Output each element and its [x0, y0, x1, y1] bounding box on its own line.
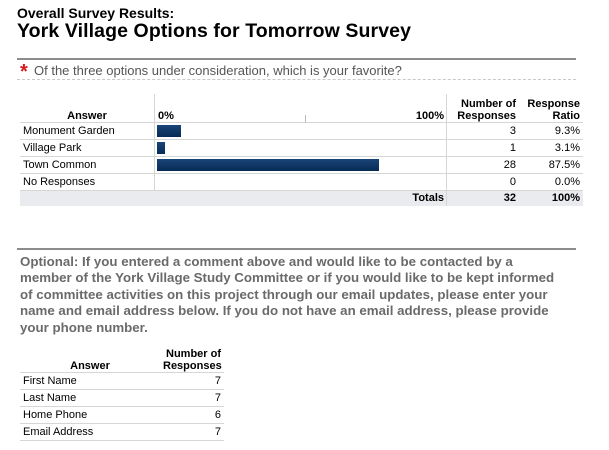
answer-label: Home Phone [20, 405, 160, 423]
response-count: 3 [446, 121, 519, 139]
answer-label: Town Common [20, 155, 155, 173]
response-count: 1 [446, 138, 519, 156]
bar-axis-header: 0% 100% [154, 94, 447, 123]
response-ratio: 3.1% [519, 138, 583, 156]
response-count: 0 [446, 172, 519, 190]
table-row: First Name 7 [20, 371, 224, 389]
answer-label: First Name [20, 371, 160, 389]
response-count: 28 [446, 155, 519, 173]
response-count: 6 [160, 405, 224, 423]
table-row: Home Phone 6 [20, 405, 224, 423]
results-subtitle: Overall Survey Results: [17, 5, 175, 21]
axis-mid-tick [305, 114, 306, 123]
totals-row: Totals 32 100% [20, 189, 583, 206]
totals-count: 32 [446, 189, 519, 206]
survey-title: York Village Options for Tomorrow Survey [17, 20, 412, 42]
axis-max-label: 100% [415, 109, 444, 122]
response-ratio: 87.5% [519, 155, 583, 173]
response-ratio: 9.3% [519, 121, 583, 139]
response-count: 7 [160, 422, 224, 441]
answer-label: Last Name [20, 388, 160, 406]
response-bar [157, 124, 181, 137]
ratio-column-header: Response Ratio [519, 94, 583, 123]
response-bar [157, 158, 379, 171]
question-1-text: Of the three options under consideration… [34, 63, 402, 78]
totals-ratio: 100% [519, 189, 583, 206]
response-bar [157, 141, 165, 154]
totals-label: Totals [154, 189, 447, 206]
table-row: Last Name 7 [20, 388, 224, 406]
question-1-results-table: Answer 0% 100% Number of Responses Respo… [20, 94, 583, 206]
answer-label: Village Park [20, 138, 155, 156]
table-row: Town Common 28 87.5% [20, 155, 583, 173]
response-ratio: 0.0% [519, 172, 583, 190]
response-bar-cell [154, 138, 447, 156]
question-2-text: Optional: If you entered a comment above… [20, 254, 555, 335]
question-1-header: * Of the three options under considerati… [17, 58, 576, 83]
responses-column-header: Number of Responses [446, 94, 519, 123]
answer-label: Email Address [20, 422, 160, 441]
response-bar-cell [154, 121, 447, 139]
response-count: 7 [160, 371, 224, 389]
table-row: No Responses 0 0.0% [20, 172, 583, 190]
table-row: Monument Garden 3 9.3% [20, 121, 583, 139]
table-row: Village Park 1 3.1% [20, 138, 583, 156]
response-count: 7 [160, 388, 224, 406]
answer-label: Monument Garden [20, 121, 155, 139]
answer-label: No Responses [20, 172, 155, 190]
response-bar-cell [154, 155, 447, 173]
required-icon: * [20, 61, 28, 83]
responses-column-header: Number of Responses [160, 344, 224, 373]
section-divider [17, 248, 576, 250]
answer-column-header: Answer [20, 344, 160, 373]
answer-column-header: Answer [20, 94, 155, 123]
response-bar-cell [154, 172, 447, 190]
table-row: Email Address 7 [20, 422, 224, 441]
axis-min-label: 0% [158, 109, 174, 122]
question-2-results-table: Answer Number of Responses First Name 7 La… [20, 344, 224, 441]
